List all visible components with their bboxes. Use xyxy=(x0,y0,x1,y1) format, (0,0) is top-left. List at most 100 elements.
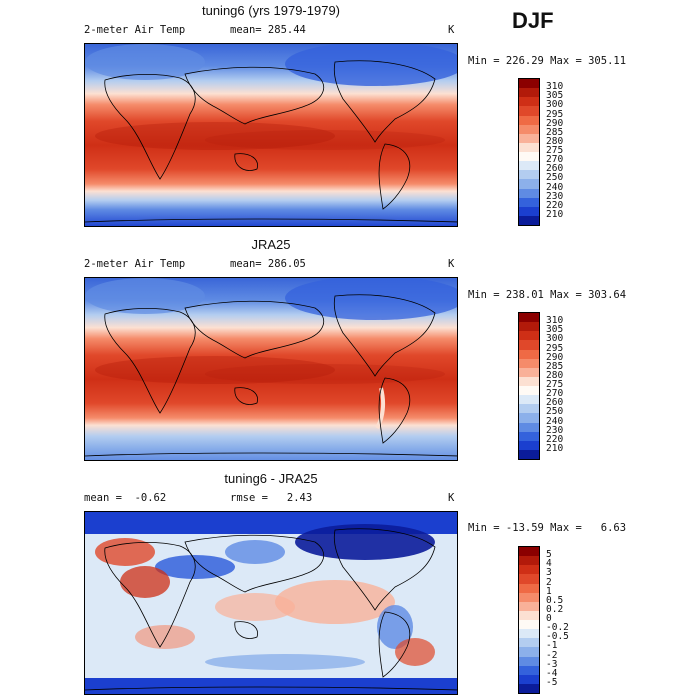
colorbar-swatch xyxy=(519,386,539,396)
colorbar-tick-label: -4 xyxy=(546,667,558,679)
colorbar-swatch xyxy=(519,322,539,332)
colorbar-tick-label: 250 xyxy=(546,406,564,418)
colorbar-swatch xyxy=(519,647,539,657)
colorbar-tick-label: 1 xyxy=(546,585,552,597)
panel-3-map-plot xyxy=(85,512,457,694)
colorbar-tick-label: 305 xyxy=(546,90,564,102)
panel-3-title: tuning6 - JRA25 xyxy=(224,471,318,486)
colorbar-tick-label: 295 xyxy=(546,342,564,354)
colorbar-swatch xyxy=(519,115,539,125)
colorbar-swatch xyxy=(519,340,539,350)
colorbar-tick-label: -1 xyxy=(546,640,558,652)
colorbar-tick-label: 310 xyxy=(546,81,564,93)
panel-3-colorbar xyxy=(518,546,540,694)
colorbar-swatch xyxy=(519,583,539,593)
colorbar-swatch xyxy=(519,413,539,423)
colorbar-swatch xyxy=(519,188,539,198)
colorbar-tick-label: 240 xyxy=(546,415,564,427)
colorbar-tick-label: 290 xyxy=(546,351,564,363)
panel-3-mean-label: mean = -0.62 xyxy=(84,492,167,504)
colorbar-swatch xyxy=(519,556,539,566)
colorbar-swatch xyxy=(519,683,539,693)
colorbar-tick-label: 275 xyxy=(546,145,564,156)
colorbar-swatch xyxy=(519,349,539,359)
colorbar-tick-label: 230 xyxy=(546,424,564,436)
colorbar-swatch xyxy=(519,404,539,414)
colorbar-tick-label: 310 xyxy=(546,315,564,327)
panel-1-colorbar xyxy=(518,78,540,226)
panel-2-variable-label: 2-meter Air Temp xyxy=(84,258,186,270)
panel-1-mean-label: mean= 285.44 xyxy=(230,24,306,36)
panel-2-minmax-label: Min = 238.01 Max = 303.64 xyxy=(468,289,627,301)
panel-3-colorbar-labels: 5 4 3 2 1 0.5 0.2 0 -0.2 -0.5 -1 -2 -3 -4 -5 xyxy=(546,546,586,694)
colorbar-tick-label: 270 xyxy=(546,154,564,166)
colorbar-swatch xyxy=(519,376,539,386)
colorbar-swatch xyxy=(519,367,539,377)
colorbar-tick-label: 260 xyxy=(546,163,564,175)
colorbar-swatch xyxy=(519,313,539,323)
colorbar-swatch xyxy=(519,601,539,611)
panel-1-variable-label: 2-meter Air Temp xyxy=(84,24,186,36)
panel-2-colorbar xyxy=(518,312,540,460)
colorbar-swatch xyxy=(519,629,539,639)
panel-2-units-label: K xyxy=(448,258,455,270)
colorbar-swatch xyxy=(519,97,539,107)
colorbar-tick-label: 285 xyxy=(546,360,564,372)
season-label: DJF xyxy=(512,8,554,33)
colorbar-tick-label: 220 xyxy=(546,199,564,211)
colorbar-swatch xyxy=(519,674,539,684)
colorbar-swatch xyxy=(519,124,539,134)
colorbar-tick-label: 220 xyxy=(546,433,564,445)
colorbar-swatch xyxy=(519,152,539,162)
panel-1-map-plot xyxy=(85,44,457,226)
colorbar-swatch xyxy=(519,592,539,602)
colorbar-tick-label: 0 xyxy=(546,613,552,624)
colorbar-swatch xyxy=(519,88,539,98)
colorbar-tick-label: 210 xyxy=(546,208,564,220)
colorbar-swatch xyxy=(519,422,539,432)
panel-3-rmse-label: rmse = 2.43 xyxy=(230,492,313,504)
colorbar-tick-label: 3 xyxy=(546,567,552,579)
colorbar-swatch xyxy=(519,142,539,152)
colorbar-tick-label: 240 xyxy=(546,181,564,193)
panel-2-map xyxy=(84,277,458,461)
colorbar-tick-label: 280 xyxy=(546,135,564,147)
panel-1-map xyxy=(84,43,458,227)
panel-2-colorbar-labels: 310 305 300 295 290 285 280 275 270 260 250 240 230 2… xyxy=(546,312,586,460)
colorbar-tick-label: -0.2 xyxy=(546,622,569,634)
colorbar-swatch xyxy=(519,431,539,441)
colorbar-tick-label: 280 xyxy=(546,369,564,381)
colorbar-swatch xyxy=(519,197,539,207)
colorbar-swatch xyxy=(519,565,539,575)
colorbar-swatch xyxy=(519,665,539,675)
colorbar-swatch xyxy=(519,106,539,116)
colorbar-swatch xyxy=(519,170,539,180)
colorbar-swatch xyxy=(519,331,539,341)
colorbar-swatch xyxy=(519,179,539,189)
colorbar-swatch xyxy=(519,395,539,405)
colorbar-tick-label: 2 xyxy=(546,576,552,588)
colorbar-swatch xyxy=(519,449,539,459)
colorbar-tick-label: 300 xyxy=(546,99,564,111)
colorbar-swatch xyxy=(519,547,539,557)
colorbar-swatch xyxy=(519,610,539,620)
colorbar-tick-label: 305 xyxy=(546,324,564,336)
panel-3-map xyxy=(84,511,458,695)
colorbar-tick-label: 275 xyxy=(546,379,564,390)
panel-1-minmax-label: Min = 226.29 Max = 305.11 xyxy=(468,55,627,67)
colorbar-tick-label: 210 xyxy=(546,442,564,454)
panel-2-map-plot xyxy=(85,278,457,460)
panel-2-title: JRA25 xyxy=(251,237,291,252)
colorbar-tick-label: -5 xyxy=(546,676,558,688)
colorbar-tick-label: -0.5 xyxy=(546,631,569,643)
colorbar-tick-label: 0.5 xyxy=(546,594,564,606)
colorbar-swatch xyxy=(519,215,539,225)
colorbar-tick-label: 295 xyxy=(546,108,564,120)
colorbar-tick-label: -2 xyxy=(546,649,558,661)
colorbar-tick-label: 285 xyxy=(546,126,564,138)
colorbar-swatch xyxy=(519,620,539,630)
colorbar-swatch xyxy=(519,133,539,143)
colorbar-swatch xyxy=(519,574,539,584)
colorbar-tick-label: 260 xyxy=(546,397,564,409)
colorbar-swatch xyxy=(519,206,539,216)
